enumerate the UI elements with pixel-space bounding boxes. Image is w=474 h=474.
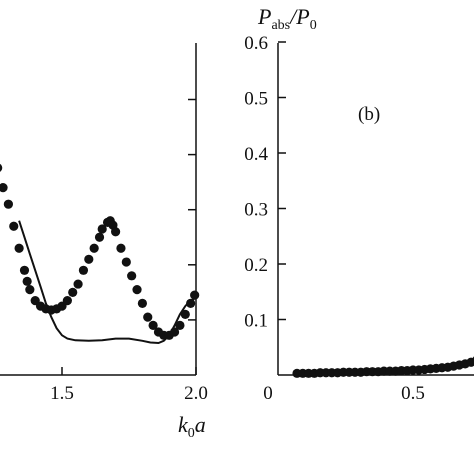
left-data-point <box>116 243 126 253</box>
right-y-axis-title: Pabs/P0 <box>257 4 317 33</box>
left-data-point <box>62 296 72 306</box>
right-series-dots <box>292 356 474 378</box>
left-data-point <box>127 271 137 281</box>
left-data-point <box>3 199 14 209</box>
left-data-point <box>180 309 190 319</box>
left-series-dots <box>0 163 200 340</box>
left-ticks <box>61 98 197 375</box>
left-data-point <box>19 265 30 275</box>
right-y-tick-label-4: 0.5 <box>244 89 268 110</box>
right-x-tick-label-0: 0 <box>263 383 273 404</box>
left-data-point <box>9 221 19 231</box>
right-y-tick-label-0: 0.1 <box>244 311 268 332</box>
left-data-point <box>175 320 185 331</box>
left-data-point <box>68 287 78 297</box>
right-tick-labels: 0.1 0.2 0.3 0.4 0.5 0.6 0 0.5 <box>244 33 425 404</box>
left-data-point <box>14 243 24 253</box>
left-data-point <box>78 265 89 275</box>
left-data-point <box>73 279 83 289</box>
left-data-point <box>94 232 105 242</box>
panel-label-b: (b) <box>358 104 380 125</box>
right-y-tick-label-5: 0.6 <box>244 33 268 54</box>
left-x-tick-label-1: 2.0 <box>184 383 208 404</box>
right-data-point <box>466 357 474 367</box>
left-data-point <box>111 227 121 237</box>
left-data-point <box>97 224 107 234</box>
left-data-point <box>186 298 196 308</box>
left-data-point <box>148 320 158 331</box>
left-data-point <box>25 284 35 295</box>
left-data-point <box>132 284 142 295</box>
left-x-axis-title: k0a <box>178 412 206 441</box>
right-ticks <box>278 41 286 321</box>
left-data-point <box>0 163 3 172</box>
left-data-point <box>143 312 153 322</box>
left-data-point <box>84 254 94 264</box>
left-data-point <box>190 290 200 300</box>
left-data-point <box>89 243 99 253</box>
left-data-point <box>121 257 131 267</box>
left-data-point <box>169 327 180 337</box>
left-series-line <box>18 220 197 345</box>
left-data-point <box>22 276 32 286</box>
left-data-point <box>0 183 8 193</box>
right-x-tick-label-1: 0.5 <box>401 383 425 404</box>
left-x-tick-label-0: 1.5 <box>50 383 74 404</box>
left-tick-labels: 1.5 2.0 <box>50 383 208 404</box>
left-panel: 1.5 2.0 k0a <box>0 43 208 441</box>
right-y-tick-label-2: 0.3 <box>244 200 268 221</box>
left-data-point <box>137 298 147 308</box>
right-y-tick-label-3: 0.4 <box>244 144 268 165</box>
right-panel: 0.1 0.2 0.3 0.4 0.5 0.6 0 0.5 (b) Pabs/P0 <box>244 4 474 404</box>
right-y-tick-label-1: 0.2 <box>244 255 268 276</box>
